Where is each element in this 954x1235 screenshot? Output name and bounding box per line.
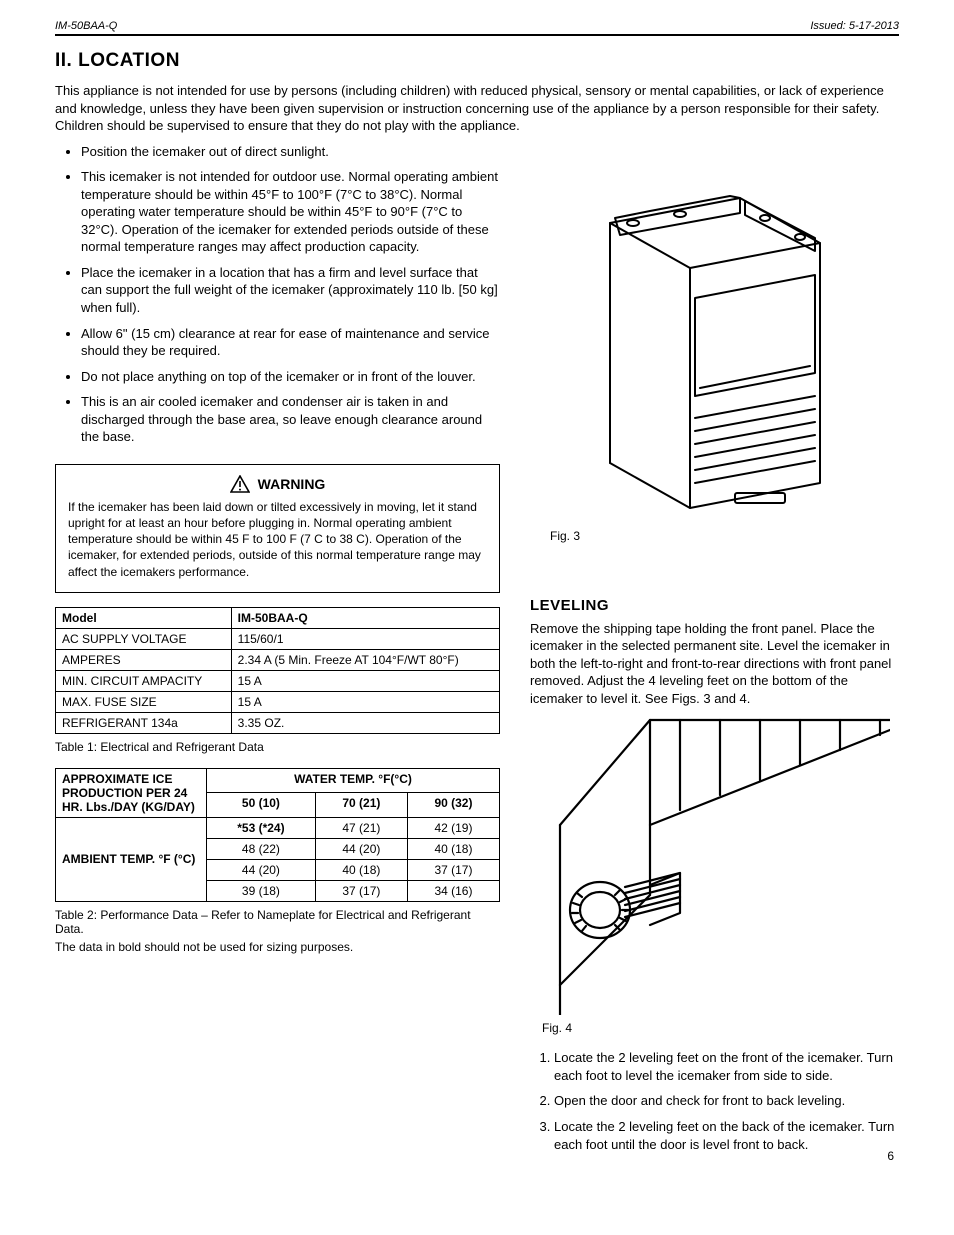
table-cell: AC SUPPLY VOLTAGE [56,628,232,649]
bullet-item: Position the icemaker out of direct sunl… [81,143,500,161]
table-cell: 40 (18) [315,859,407,880]
bullet-item: Do not place anything on top of the icem… [81,368,500,386]
right-column: Fig. 3 LEVELING Remove the shipping tape… [530,143,899,1161]
warning-label: WARNING [258,476,326,492]
table-cell: AMPERES [56,649,232,670]
table-header: WATER TEMP. °F(°C) [206,768,499,793]
table-cell: MIN. CIRCUIT AMPACITY [56,670,232,691]
table-subheader: 70 (21) [315,793,407,818]
table-cell: *53 (*24) [206,817,315,838]
location-intro: This appliance is not intended for use b… [55,82,899,135]
bullet-item: This icemaker is not intended for outdoo… [81,168,500,256]
warning-header: WARNING [68,475,487,493]
step-item: Locate the 2 leveling feet on the front … [554,1049,899,1084]
table-cell: 44 (20) [206,859,315,880]
left-column: Position the icemaker out of direct sunl… [55,143,500,1161]
location-bullet-list: Position the icemaker out of direct sunl… [81,143,500,446]
table2-note: The data in bold should not be used for … [55,940,500,954]
table-cell: 15 A [231,670,499,691]
page-header: IM-50BAA-Q Issued: 5-17-2013 [55,20,899,36]
leveling-steps: Locate the 2 leveling feet on the front … [530,1049,899,1153]
warning-body: If the icemaker has been laid down or ti… [68,499,487,580]
bullet-item: Place the icemaker in a location that ha… [81,264,500,317]
table-cell: REFRIGERANT 134a [56,712,232,733]
table-cell: 15 A [231,691,499,712]
performance-table: APPROXIMATE ICE PRODUCTION PER 24 HR. Lb… [55,768,500,902]
step-item: Locate the 2 leveling feet on the back o… [554,1118,899,1153]
table-row: AC SUPPLY VOLTAGE115/60/1 [56,628,500,649]
warning-triangle-icon [230,475,250,493]
table1-caption: Table 1: Electrical and Refrigerant Data [55,740,500,754]
table-cell: 2.34 A (5 Min. Freeze AT 104°F/WT 80°F) [231,649,499,670]
table-cell: 40 (18) [407,838,499,859]
table-cell: MAX. FUSE SIZE [56,691,232,712]
bullet-item: Allow 6" (15 cm) clearance at rear for e… [81,325,500,360]
table-row: REFRIGERANT 134a3.35 OZ. [56,712,500,733]
bullet-item: This is an air cooled icemaker and conde… [81,393,500,446]
leveling-title: LEVELING [530,597,899,614]
table-cell: 37 (17) [315,880,407,901]
table-cell: 44 (20) [315,838,407,859]
table-cell: 48 (22) [206,838,315,859]
electrical-table: Model IM-50BAA-Q AC SUPPLY VOLTAGE115/60… [55,607,500,734]
two-column-layout: Position the icemaker out of direct sunl… [55,143,899,1161]
table-cell: 37 (17) [407,859,499,880]
table-subheader: 50 (10) [206,793,315,818]
table-header: APPROXIMATE ICE PRODUCTION PER 24 HR. Lb… [56,768,207,817]
table-subheader: 90 (32) [407,793,499,818]
table-header: IM-50BAA-Q [231,607,499,628]
figure-4-caption: Fig. 4 [542,1021,899,1035]
figure-4-illustration [530,715,890,1015]
section-location-title: II. LOCATION [55,50,899,72]
table-cell: 3.35 OZ. [231,712,499,733]
table-row: MIN. CIRCUIT AMPACITY15 A [56,670,500,691]
table-row: AMPERES2.34 A (5 Min. Freeze AT 104°F/WT… [56,649,500,670]
table2-caption: Table 2: Performance Data – Refer to Nam… [55,908,500,936]
figure-3-caption: Fig. 3 [550,529,899,543]
table-cell: 115/60/1 [231,628,499,649]
table-cell: 39 (18) [206,880,315,901]
leveling-intro: Remove the shipping tape holding the fro… [530,620,899,708]
warning-box: WARNING If the icemaker has been laid do… [55,464,500,593]
page-number: 6 [887,1149,894,1163]
table-row: MAX. FUSE SIZE15 A [56,691,500,712]
header-model: IM-50BAA-Q [55,20,117,32]
table-cell: 42 (19) [407,817,499,838]
table-row: AMBIENT TEMP. °F (°C) *53 (*24) 47 (21) … [56,817,500,838]
figure-3-illustration [530,163,840,523]
table-cell: 47 (21) [315,817,407,838]
table-header: Model [56,607,232,628]
header-date: Issued: 5-17-2013 [810,20,899,32]
step-item: Open the door and check for front to bac… [554,1092,899,1110]
table-row-header: AMBIENT TEMP. °F (°C) [56,817,207,901]
table-cell: 34 (16) [407,880,499,901]
page: IM-50BAA-Q Issued: 5-17-2013 II. LOCATIO… [0,0,954,1181]
